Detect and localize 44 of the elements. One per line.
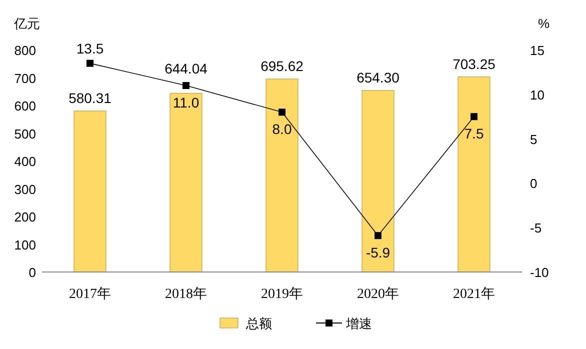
point <box>470 113 478 120</box>
y-tick-label: 500 <box>14 126 36 142</box>
x-tick-label: 2017年 <box>69 286 111 302</box>
data-label: 11.0 <box>172 94 200 111</box>
y-axis-title: 亿元 <box>13 16 40 31</box>
point <box>182 82 190 90</box>
y2-tick-label: 5 <box>530 132 538 147</box>
y2-tick-label: 15 <box>530 43 544 58</box>
data-label: 8.0 <box>272 121 292 138</box>
y-tick-label: 300 <box>14 182 36 197</box>
bar <box>170 92 202 272</box>
y-tick-label: 700 <box>14 70 36 86</box>
y2-tick-label: -10 <box>530 265 549 280</box>
y-tick-label: 200 <box>14 210 36 224</box>
y-tick-label: 0 <box>28 265 36 280</box>
bar <box>266 78 298 272</box>
y-tick-label: 600 <box>14 98 36 114</box>
point <box>86 60 94 67</box>
y-tick-label: 400 <box>14 154 36 169</box>
y-tick-label: 100 <box>14 237 36 252</box>
bar <box>74 110 106 272</box>
y-tick-label: 800 <box>14 43 36 58</box>
data-label: 7.5 <box>464 126 484 142</box>
y2-axis-title: % <box>538 16 550 31</box>
data-label: 654.30 <box>356 69 400 86</box>
data-label: 13.5 <box>76 40 104 56</box>
data-label: 580.31 <box>68 90 112 106</box>
x-tick-label: 2018年 <box>165 286 207 302</box>
bar <box>362 90 394 272</box>
legend-label: 增速 <box>345 316 372 331</box>
point <box>374 232 382 240</box>
legend-label: 总额 <box>245 316 272 331</box>
bar <box>458 76 490 272</box>
point <box>278 108 286 116</box>
x-tick-label: 2021年 <box>453 286 495 302</box>
data-label: 644.04 <box>164 60 208 77</box>
data-label: 703.25 <box>452 56 496 72</box>
x-tick-label: 2019年 <box>261 286 303 302</box>
data-label: -5.9 <box>366 244 390 261</box>
data-label: 695.62 <box>260 58 304 74</box>
y2-tick-label: 0 <box>530 176 538 192</box>
x-tick-label: 2020年 <box>357 286 399 302</box>
y2-tick-label: 10 <box>530 87 544 102</box>
y2-tick-label: -5 <box>530 220 542 236</box>
